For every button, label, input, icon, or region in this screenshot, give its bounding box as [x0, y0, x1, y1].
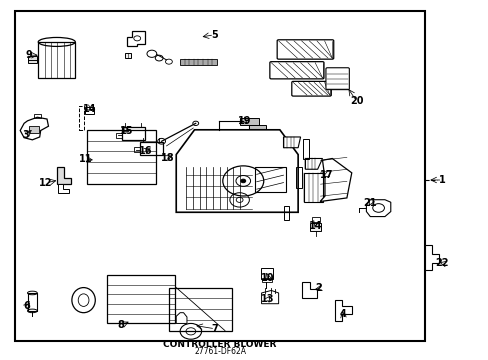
Bar — [311, 217, 319, 222]
Text: 12: 12 — [39, 178, 53, 188]
FancyBboxPatch shape — [291, 81, 330, 96]
Bar — [116, 133, 122, 138]
Text: 14: 14 — [308, 221, 321, 230]
Bar — [260, 268, 272, 279]
Polygon shape — [176, 130, 298, 212]
Bar — [15, 12, 424, 341]
Polygon shape — [366, 200, 390, 217]
Polygon shape — [283, 137, 300, 148]
Text: 27761-DF62A: 27761-DF62A — [194, 347, 245, 356]
Bar — [261, 278, 272, 282]
Text: 3: 3 — [22, 130, 29, 140]
Polygon shape — [58, 184, 69, 193]
Text: 11: 11 — [79, 154, 93, 164]
Text: 19: 19 — [237, 116, 251, 126]
Polygon shape — [424, 245, 438, 270]
Text: 5: 5 — [210, 30, 217, 40]
Bar — [180, 59, 216, 65]
Bar — [27, 293, 37, 311]
Polygon shape — [305, 158, 322, 169]
Bar — [303, 139, 308, 159]
Text: 7: 7 — [211, 324, 218, 334]
Text: 10: 10 — [261, 273, 274, 283]
Bar — [38, 42, 75, 78]
Text: 22: 22 — [435, 258, 448, 268]
Polygon shape — [320, 158, 351, 202]
Polygon shape — [57, 167, 71, 184]
Bar — [27, 56, 37, 63]
Circle shape — [241, 179, 245, 183]
Text: 13: 13 — [261, 294, 274, 304]
Text: CONTROLLER BLOWER: CONTROLLER BLOWER — [163, 341, 276, 350]
Text: 4: 4 — [339, 310, 346, 319]
Polygon shape — [334, 300, 351, 320]
Polygon shape — [20, 117, 48, 140]
Bar — [255, 167, 285, 192]
Text: 2: 2 — [315, 283, 321, 293]
Polygon shape — [302, 282, 316, 298]
Text: 8: 8 — [118, 320, 124, 330]
Bar — [283, 206, 289, 220]
Bar — [140, 142, 163, 155]
Text: 6: 6 — [23, 301, 30, 311]
Bar — [239, 118, 259, 126]
Text: 1: 1 — [438, 175, 445, 185]
Bar — [310, 223, 321, 231]
FancyBboxPatch shape — [325, 68, 348, 90]
Polygon shape — [304, 173, 322, 202]
Bar — [29, 126, 39, 133]
Polygon shape — [261, 291, 278, 304]
Bar — [79, 107, 83, 130]
Bar — [295, 167, 301, 188]
Text: 17: 17 — [319, 170, 332, 180]
Polygon shape — [125, 53, 131, 58]
Bar — [122, 127, 145, 140]
Bar — [87, 130, 156, 184]
Text: 21: 21 — [363, 198, 376, 208]
Polygon shape — [176, 313, 186, 323]
Bar — [84, 107, 94, 114]
FancyBboxPatch shape — [277, 40, 333, 59]
Bar — [249, 126, 266, 133]
Text: 15: 15 — [120, 126, 133, 135]
Text: 20: 20 — [349, 96, 363, 106]
Bar — [134, 147, 140, 152]
Text: 16: 16 — [139, 145, 152, 156]
Text: 9: 9 — [25, 50, 32, 60]
Bar — [168, 288, 232, 330]
Bar — [107, 275, 175, 323]
Text: 18: 18 — [161, 153, 174, 163]
FancyBboxPatch shape — [269, 62, 324, 79]
Text: 14: 14 — [82, 104, 96, 114]
Bar — [34, 114, 41, 118]
